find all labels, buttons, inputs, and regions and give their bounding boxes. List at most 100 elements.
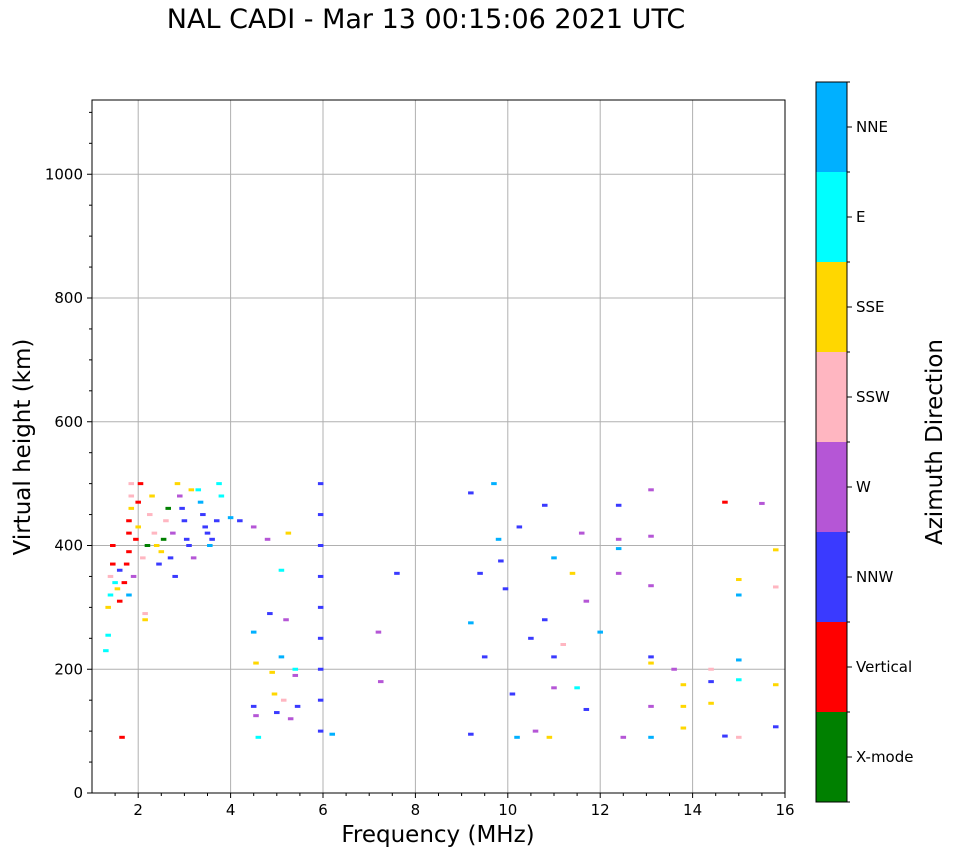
data-point <box>170 531 176 535</box>
data-point <box>468 621 474 625</box>
data-point <box>648 735 654 739</box>
data-point <box>736 593 742 597</box>
data-point <box>620 735 627 739</box>
colorbar-tick-label: X-mode <box>856 748 913 766</box>
data-point <box>103 649 109 653</box>
data-point <box>156 562 162 566</box>
data-point <box>160 537 167 541</box>
y-tick-label: 1000 <box>45 165 83 183</box>
data-point <box>116 599 123 603</box>
data-point <box>377 680 384 684</box>
data-point <box>163 519 169 523</box>
data-point <box>708 667 714 671</box>
colorbar-frame <box>815 81 848 803</box>
colorbar-tick-label: SSW <box>856 388 890 406</box>
data-point <box>722 734 728 738</box>
colorbar: X-mode Vertical NNW W SSW SSE E NNE <box>815 81 913 803</box>
data-point <box>269 670 275 674</box>
data-point <box>551 655 557 659</box>
data-point <box>583 707 590 711</box>
data-point <box>165 506 172 510</box>
data-point <box>491 482 497 486</box>
data-point <box>271 692 278 696</box>
data-point <box>615 571 622 575</box>
data-point <box>278 568 285 572</box>
data-point <box>264 537 271 541</box>
data-point <box>532 729 539 733</box>
data-point <box>151 531 158 535</box>
data-point <box>188 488 195 492</box>
data-point <box>648 534 654 538</box>
data-point <box>468 732 474 736</box>
data-point <box>183 537 190 541</box>
data-point <box>126 519 132 523</box>
data-point <box>110 544 116 547</box>
data-points-layer <box>103 482 779 739</box>
y-axis-label: Virtual height (km) <box>10 339 36 556</box>
colorbar-segment <box>816 82 847 172</box>
data-point <box>317 636 324 640</box>
data-point <box>227 516 234 520</box>
data-point <box>280 698 287 702</box>
data-point <box>174 482 181 486</box>
data-point <box>708 680 714 684</box>
data-point <box>204 531 211 535</box>
data-point <box>142 618 148 622</box>
data-point <box>107 574 114 578</box>
data-point <box>287 717 294 721</box>
data-point <box>671 667 677 671</box>
data-point <box>128 482 135 486</box>
data-point <box>648 704 654 708</box>
data-point <box>615 547 622 551</box>
data-point <box>736 735 742 739</box>
data-point <box>128 494 135 498</box>
data-point <box>551 556 557 560</box>
data-point <box>119 735 125 739</box>
data-point <box>317 605 324 609</box>
x-tick-label: 10 <box>498 801 517 819</box>
data-point <box>283 618 289 622</box>
colorbar-segment <box>816 532 847 622</box>
colorbar-label: Azimuth Direction <box>922 339 948 545</box>
colorbar-segment <box>816 622 847 712</box>
colorbar-tick-label: NNE <box>856 118 888 136</box>
data-point <box>648 655 654 659</box>
data-point <box>278 655 285 659</box>
data-point <box>186 544 192 547</box>
data-point <box>317 482 324 486</box>
colorbar-segment <box>816 352 847 442</box>
data-point <box>292 667 299 671</box>
data-point <box>167 556 174 560</box>
data-point <box>197 500 204 504</box>
data-point <box>528 636 534 640</box>
data-point <box>253 661 259 665</box>
data-point <box>736 678 742 682</box>
data-point <box>736 658 742 662</box>
data-point <box>140 556 146 560</box>
data-point <box>509 692 516 696</box>
colorbar-tick-label: E <box>856 208 865 226</box>
chart-title: NAL CADI - Mar 13 00:15:06 2021 UTC <box>166 4 686 35</box>
data-point <box>477 571 483 575</box>
data-point <box>255 735 262 739</box>
data-point <box>502 587 509 591</box>
y-tick-label: 800 <box>54 289 83 307</box>
data-point <box>146 513 153 517</box>
data-point <box>498 559 504 563</box>
data-point <box>292 673 299 677</box>
colorbar-tick-label: SSE <box>856 298 885 316</box>
colorbar-segment <box>816 712 847 802</box>
data-point <box>546 735 553 739</box>
data-point <box>772 725 779 729</box>
data-point <box>615 503 622 507</box>
data-point <box>574 686 580 690</box>
data-point <box>121 581 128 585</box>
data-point <box>317 574 324 578</box>
data-point <box>759 501 765 505</box>
data-point <box>172 574 178 578</box>
data-point <box>285 531 292 535</box>
ticks-layer: 2 4 6 8 10 12 14 16 0 200 400 600 800 1000 <box>45 111 795 819</box>
data-point <box>317 698 324 702</box>
data-point <box>317 544 324 547</box>
plot-frame <box>91 99 786 794</box>
